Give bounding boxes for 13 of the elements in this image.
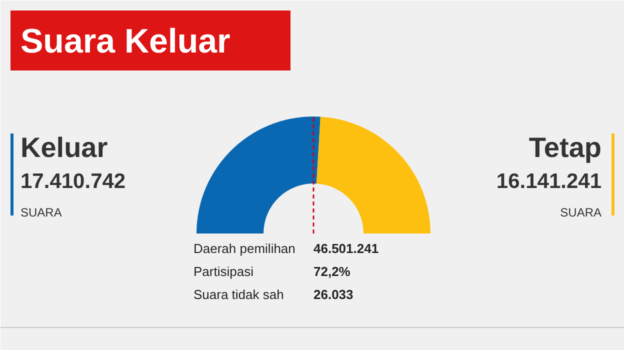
text: Suara tidak sah: [194, 287, 284, 302]
text: 72,2%: [314, 264, 351, 279]
slice-label: Keluar: [20, 132, 108, 163]
text: SUARA: [560, 206, 602, 220]
chart-title: Suara Keluar: [20, 22, 230, 60]
data-label: 16.141.241: [496, 170, 602, 193]
text: Daerah pemilihan: [194, 241, 296, 256]
text: 46.501.241: [314, 241, 379, 256]
text: 26.033: [314, 287, 354, 302]
data-label: 17.410.742: [20, 170, 126, 193]
text: SUARA: [20, 206, 62, 220]
text: Partisipasi: [194, 264, 254, 279]
slice-label: Tetap: [528, 132, 602, 163]
